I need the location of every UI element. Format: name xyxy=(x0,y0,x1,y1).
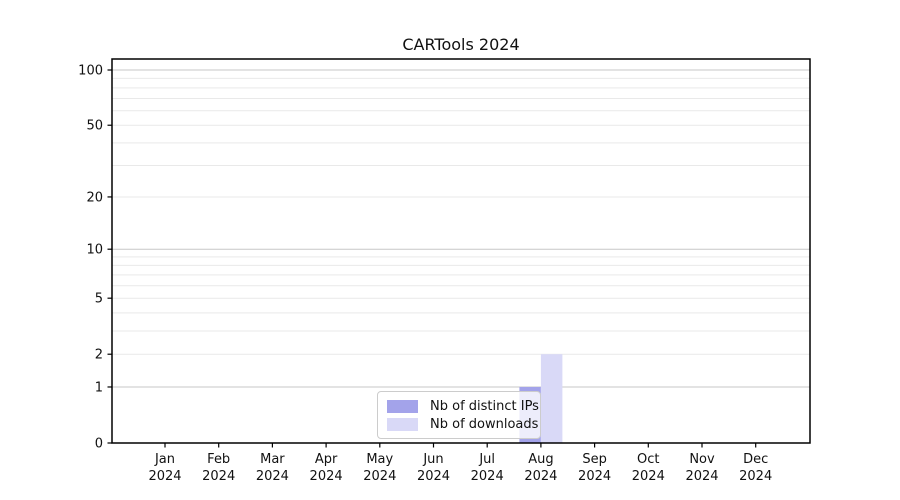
y-axis: 0 1 2 5 10 20 50 100 xyxy=(78,64,112,452)
legend-label-distinct-ips: Nb of distinct IPs xyxy=(430,398,539,414)
y-tick-label: 0 xyxy=(95,437,103,452)
gridlines-minor xyxy=(112,77,810,355)
gridlines-major xyxy=(112,69,810,388)
x-tick-label-year: 2024 xyxy=(578,469,611,484)
x-axis: Jan 2024 Feb 2024 Mar 2024 Apr 2024 May 2024 Jun 20… xyxy=(148,443,772,484)
legend-swatch-downloads xyxy=(387,417,418,431)
x-tick-label-month: Aug xyxy=(528,452,553,467)
x-tick-label-year: 2024 xyxy=(310,469,343,484)
x-tick-label-year: 2024 xyxy=(739,469,772,484)
x-tick-label-year: 2024 xyxy=(202,469,235,484)
y-tick-label: 5 xyxy=(95,292,103,307)
x-tick-label-month: Oct xyxy=(637,452,659,467)
bars-series-1 xyxy=(540,354,563,443)
legend-item-downloads: Nb of downloads xyxy=(387,417,538,431)
y-tick-label: 1 xyxy=(95,380,103,395)
x-tick-label-year: 2024 xyxy=(256,469,289,484)
chart-title: CARTools 2024 xyxy=(402,35,520,54)
x-tick-label-month: Sep xyxy=(582,452,607,467)
x-tick-label-month: Feb xyxy=(207,452,230,467)
legend-label-downloads: Nb of downloads xyxy=(430,416,539,432)
x-tick-label-month: Jun xyxy=(422,452,443,467)
x-tick-label-month: Apr xyxy=(315,452,338,467)
legend-item-distinct-ips: Nb of distinct IPs xyxy=(387,399,539,413)
y-tick-label: 10 xyxy=(86,243,103,258)
x-tick-label-month: Jan xyxy=(154,452,175,467)
x-tick-label-year: 2024 xyxy=(148,469,181,484)
x-tick-label-year: 2024 xyxy=(363,469,396,484)
x-tick-label-month: Jul xyxy=(478,452,495,467)
x-tick-label-month: Mar xyxy=(260,452,285,467)
bar xyxy=(540,354,563,443)
x-tick-label-month: Nov xyxy=(689,452,715,467)
plot-border xyxy=(111,58,811,444)
legend: Nb of distinct IPs Nb of downloads xyxy=(377,391,541,439)
x-tick-label-year: 2024 xyxy=(632,469,665,484)
legend-swatch-distinct-ips xyxy=(387,399,418,413)
y-tick-label: 20 xyxy=(86,190,103,205)
x-tick-label-year: 2024 xyxy=(524,469,557,484)
y-tick-label: 2 xyxy=(95,348,103,363)
x-tick-label-year: 2024 xyxy=(685,469,718,484)
x-tick-label-year: 2024 xyxy=(417,469,450,484)
x-tick-label-year: 2024 xyxy=(471,469,504,484)
y-tick-label: 50 xyxy=(86,119,103,134)
x-tick-label-month: May xyxy=(366,452,393,467)
x-tick-label-month: Dec xyxy=(743,452,768,467)
y-tick-label: 100 xyxy=(78,64,103,79)
